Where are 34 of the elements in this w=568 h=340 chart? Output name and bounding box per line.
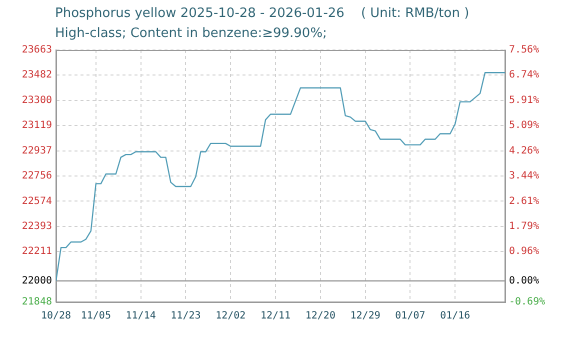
y2-tick-label: 0.00% (509, 276, 540, 287)
x-tick-label: 11/05 (80, 310, 111, 322)
x-tick-label: 11/23 (170, 310, 201, 322)
x-tick-label: 11/14 (126, 310, 156, 322)
y-tick-label: 22211 (22, 246, 52, 258)
chart-subtitle: High-class; Content in benzene:≥99.90%; (55, 26, 327, 41)
y2-tick-label: 0.96% (509, 246, 540, 258)
chart-title: Phosphorus yellow 2025-10-28 - 2026-01-26 ( Unit: RMB/ton ) (55, 6, 470, 21)
x-tick-label: 10/28 (40, 310, 72, 322)
y-tick-label: 23663 (22, 44, 52, 56)
y2-tick-label: 3.44% (509, 170, 540, 182)
x-tick-label: 01/16 (440, 310, 470, 322)
x-tick-label: 12/11 (260, 310, 291, 322)
y2-tick-label: 5.91% (509, 94, 540, 106)
x-tick-label: 12/02 (216, 310, 246, 322)
x-tick-label: 12/29 (350, 310, 380, 322)
y-tick-label: 22393 (22, 220, 52, 232)
y-tick-label: 23482 (22, 70, 52, 81)
x-tick-label: 01/07 (395, 310, 426, 322)
y-tick-label: 22574 (22, 196, 52, 207)
y-tick-label: 22756 (22, 170, 52, 182)
y2-tick-label: 7.56% (509, 44, 540, 56)
y-tick-label: 21848 (22, 296, 52, 308)
y2-tick-label: -0.69% (509, 296, 546, 308)
y2-tick-label: 2.61% (509, 196, 540, 207)
y2-tick-label: 4.26% (509, 145, 540, 156)
y-tick-label: 23119 (22, 120, 52, 132)
x-tick-label: 12/20 (305, 310, 336, 322)
y-tick-label: 22937 (22, 145, 52, 156)
y-tick-label: 23300 (22, 94, 52, 106)
y-tick-label: 22000 (22, 275, 52, 286)
y2-tick-label: 1.79% (509, 220, 540, 232)
y2-tick-label: 6.74% (509, 70, 540, 81)
y2-tick-label: 5.09% (509, 120, 540, 132)
